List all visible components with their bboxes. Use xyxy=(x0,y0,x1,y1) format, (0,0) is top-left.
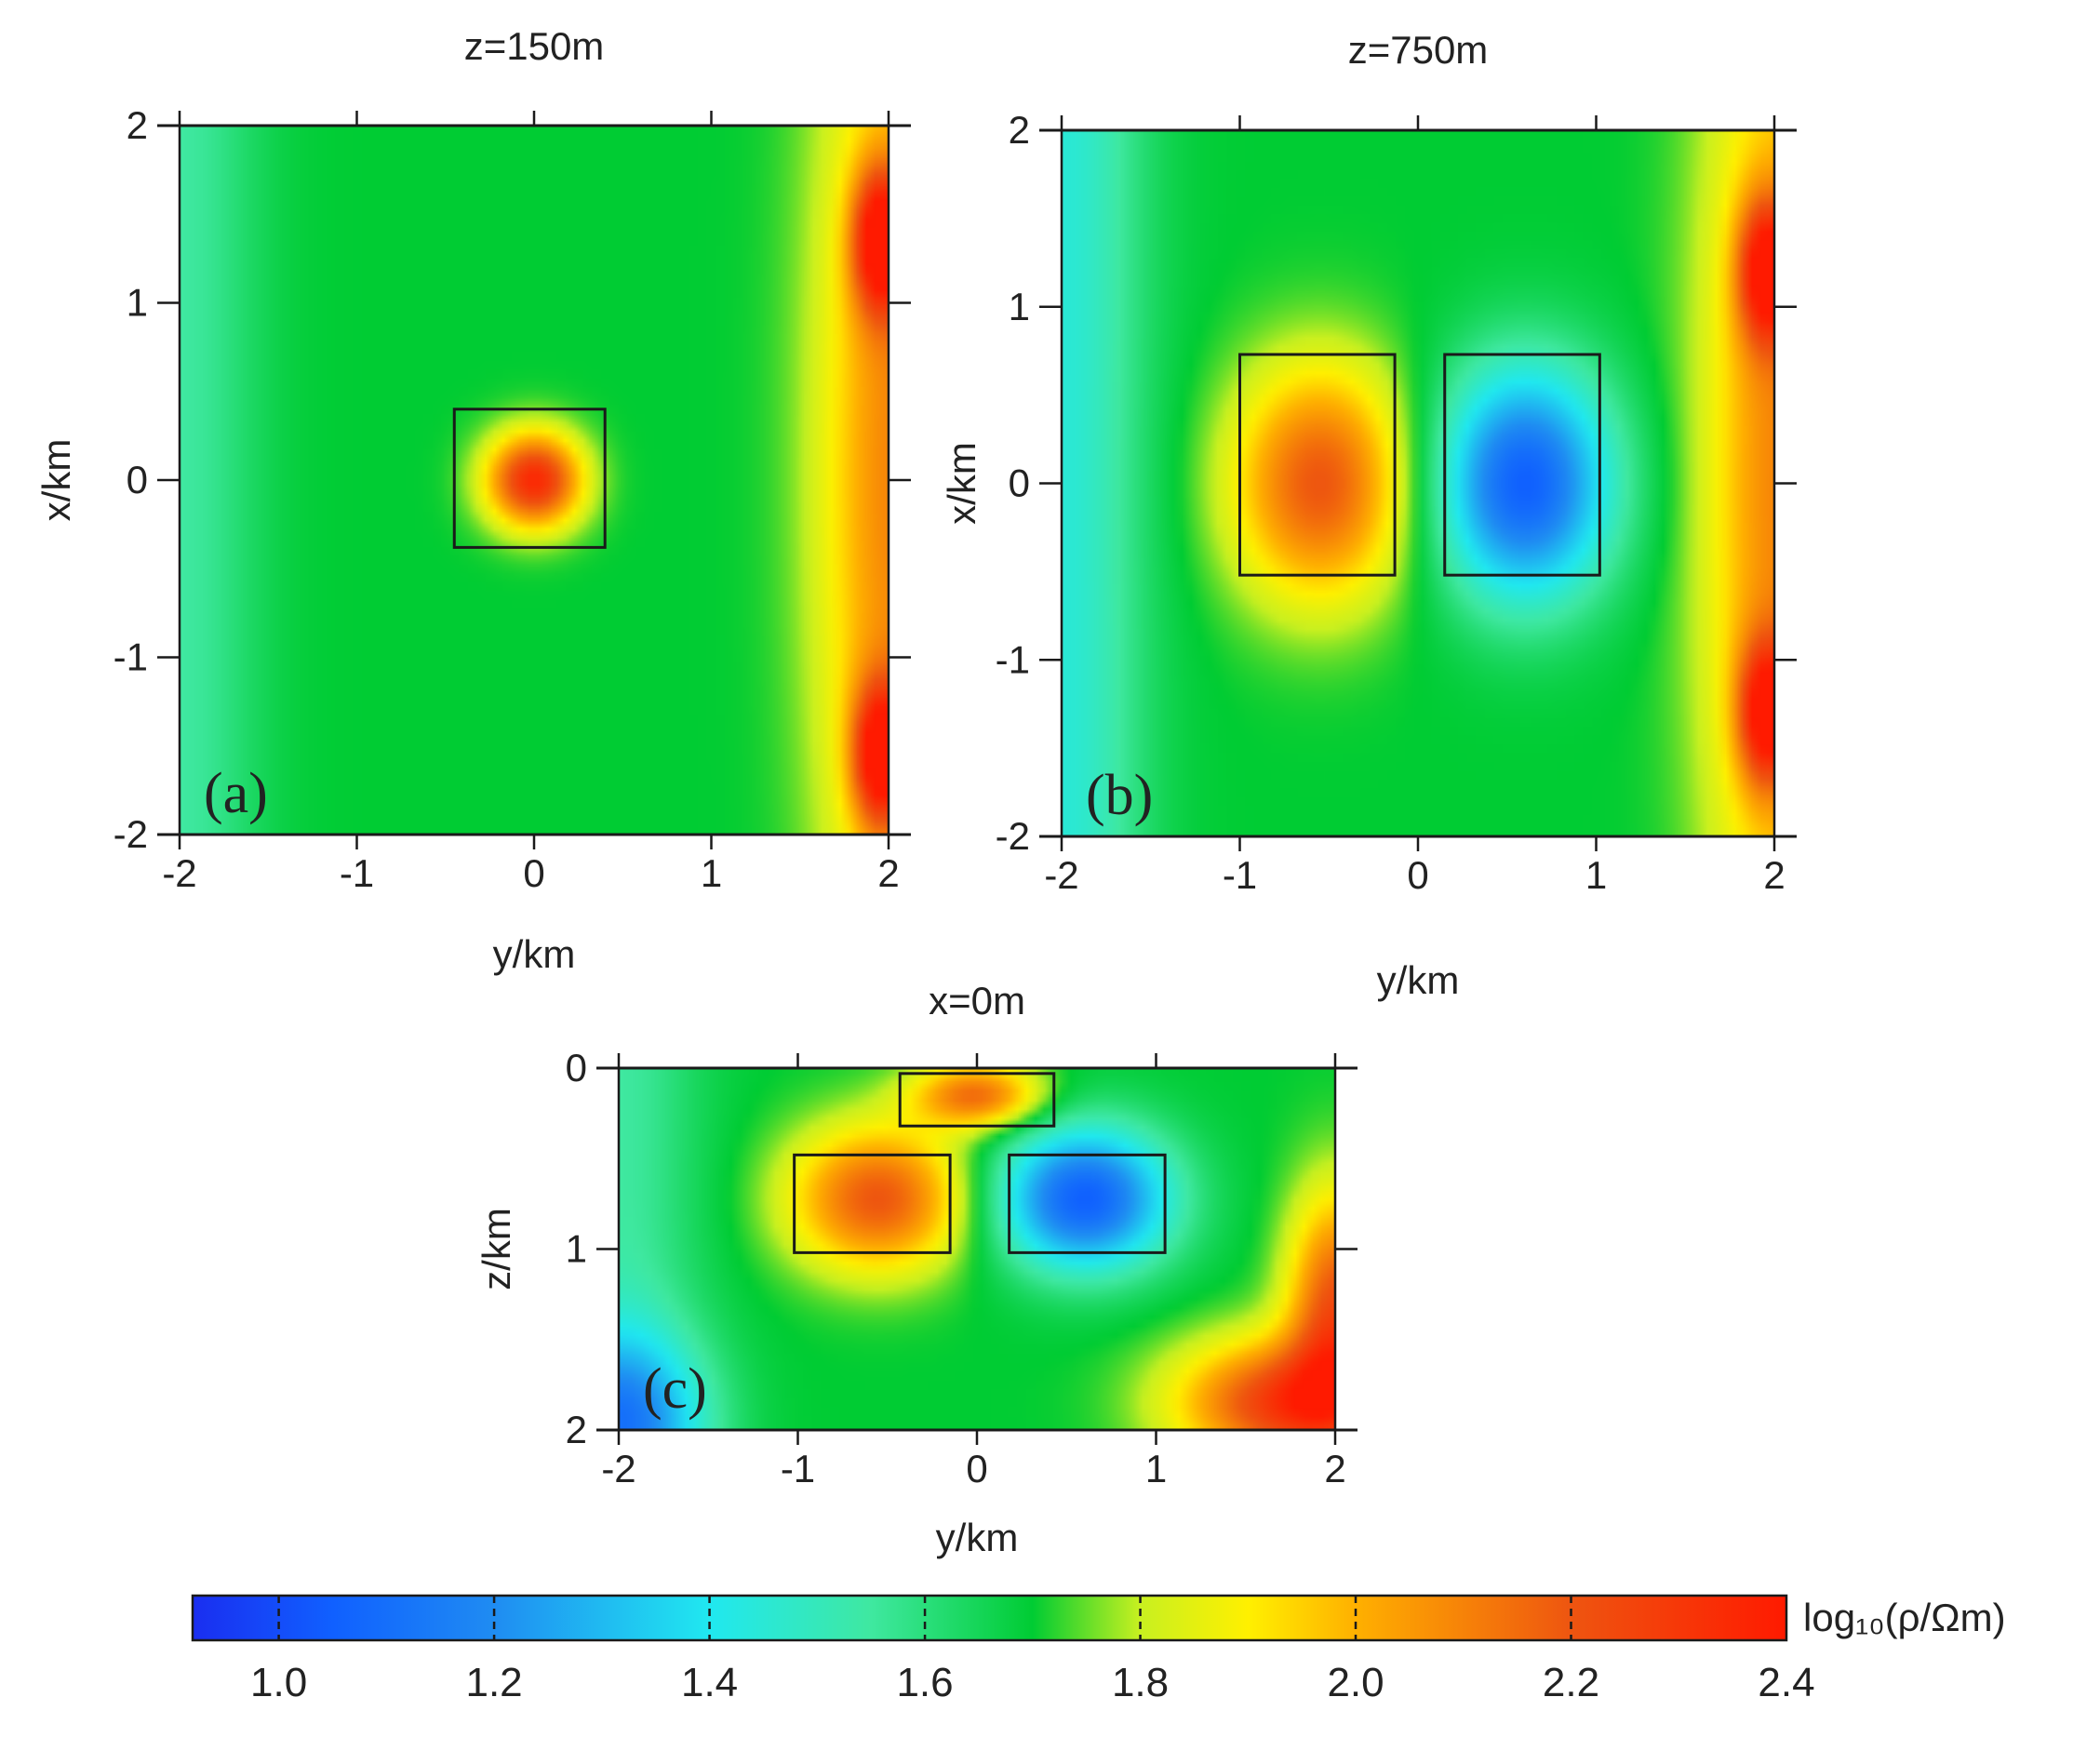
x-tick-label: 0 xyxy=(966,1447,987,1490)
anomaly-box xyxy=(898,1072,1056,1128)
panel-title: z=150m xyxy=(464,24,605,68)
x-axis-label: y/km xyxy=(1377,958,1460,1002)
y-tick-label: 0 xyxy=(1009,461,1030,505)
y-tick-label: 1 xyxy=(566,1227,587,1271)
y-tick-label: 0 xyxy=(566,1046,587,1089)
y-tick-label: 2 xyxy=(1009,108,1030,152)
colorbar-label: log₁₀(ρ/Ωm) xyxy=(1803,1596,2006,1639)
x-tick-label: -2 xyxy=(601,1447,635,1490)
anomaly-box xyxy=(1008,1153,1167,1254)
x-tick-label: -1 xyxy=(340,851,374,895)
x-tick-label: 1 xyxy=(1145,1447,1167,1490)
x-tick-label: 2 xyxy=(1324,1447,1345,1490)
y-tick-label: -2 xyxy=(114,812,148,856)
colorbar: 1.0 1.2 1.4 1.6 1.8 2.0 2.2 2.4 log₁₀(ρ/Ωm) xyxy=(191,1594,2006,1705)
x-tick-label: 2 xyxy=(1763,853,1785,897)
x-axis-label: y/km xyxy=(936,1516,1019,1559)
heatmap-raster xyxy=(1062,130,1774,836)
y-tick-label: 2 xyxy=(566,1408,587,1451)
x-tick-label: -1 xyxy=(781,1447,815,1490)
colorbar-tick-label: 1.8 xyxy=(1112,1660,1169,1705)
anomaly-box xyxy=(1443,353,1601,577)
x-tick-label: 2 xyxy=(877,851,899,895)
colorbar-tick-label: 1.2 xyxy=(465,1660,522,1705)
colorbar-tick-label: 1.4 xyxy=(681,1660,738,1705)
colorbar-gradient xyxy=(191,1594,1788,1642)
panel-letter: (c) xyxy=(643,1357,707,1421)
colorbar-tick-label: 2.4 xyxy=(1758,1660,1814,1705)
colorbar-tick-label: 1.6 xyxy=(896,1660,953,1705)
panel-title: z=750m xyxy=(1348,28,1489,72)
y-tick-label: -2 xyxy=(996,814,1030,858)
panel-b-chart: -2 -1 0 1 2 -2 -1 0 1 2 z=750m y/km x/km (b) xyxy=(940,28,1797,1002)
anomaly-box xyxy=(793,1153,952,1254)
panel-letter: (b) xyxy=(1086,764,1153,827)
panel-title: x=0m xyxy=(929,979,1025,1022)
colorbar-tick-label: 1.0 xyxy=(250,1660,307,1705)
colorbar-tick-label: 2.0 xyxy=(1327,1660,1384,1705)
x-tick-label: -2 xyxy=(162,851,196,895)
y-tick-label: -1 xyxy=(114,635,148,679)
anomaly-box xyxy=(1238,353,1397,577)
colorbar-tick-label: 2.2 xyxy=(1543,1660,1599,1705)
x-tick-label: -1 xyxy=(1223,853,1257,897)
x-axis-label: y/km xyxy=(493,932,576,976)
panel-letter: (a) xyxy=(204,762,268,825)
anomaly-box xyxy=(452,408,607,549)
heatmap-raster xyxy=(619,1068,1335,1430)
panel-a-chart: -2 -1 0 1 2 -2 -1 0 1 2 z=150m y/km x/km (a) xyxy=(34,24,911,976)
x-tick-label: 0 xyxy=(1407,853,1428,897)
y-axis-label: x/km xyxy=(940,442,983,525)
y-tick-label: 2 xyxy=(127,103,148,147)
x-tick-label: 1 xyxy=(701,851,722,895)
y-axis-label: z/km xyxy=(475,1208,518,1290)
x-tick-label: 1 xyxy=(1585,853,1607,897)
y-axis-label: x/km xyxy=(34,439,78,522)
x-tick-label: 0 xyxy=(523,851,544,895)
heatmap-raster xyxy=(180,126,889,835)
y-tick-label: 1 xyxy=(127,281,148,325)
panel-c-chart: -2 -1 0 1 2 0 1 2 x=0m y/km z/km (c) xyxy=(475,979,1357,1559)
y-tick-label: 0 xyxy=(127,458,148,501)
y-tick-label: 1 xyxy=(1009,285,1030,328)
y-tick-label: -1 xyxy=(996,637,1030,681)
x-tick-label: -2 xyxy=(1044,853,1078,897)
